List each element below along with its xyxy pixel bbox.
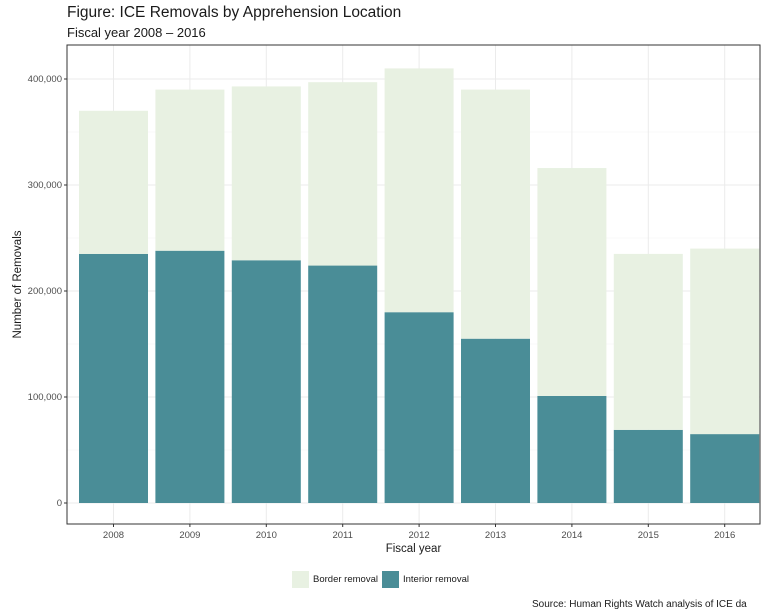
legend-item-interior: Interior removal (381, 571, 469, 588)
bar-border-2012 (384, 68, 454, 313)
legend-label-interior: Interior removal (402, 574, 469, 585)
x-axis: 2008 2009 2010 2011 2012 2013 2014 2015 2016 (103, 524, 735, 541)
y-axis-title: Number of Removals (12, 230, 24, 338)
y-tick-label: 200,000 (28, 286, 62, 297)
legend-label-border: Border removal (313, 574, 378, 585)
bar-border-2011 (308, 82, 378, 266)
chart-subtitle: Fiscal year 2008 – 2016 (67, 25, 206, 40)
y-tick-label: 400,000 (28, 74, 62, 85)
bar-interior-2013 (461, 338, 530, 503)
bar-interior-2014 (537, 395, 607, 503)
legend-swatch-interior (381, 571, 399, 588)
bar-interior-2008 (79, 253, 148, 503)
bar-interior-2009 (155, 250, 225, 503)
bar-interior-2012 (384, 312, 454, 503)
legend-swatch-border (292, 571, 310, 588)
y-tick-label: 100,000 (28, 392, 62, 403)
chart-title: Figure: ICE Removals by Apprehension Loc… (67, 4, 402, 21)
bar-border-2016 (690, 248, 760, 435)
bars (79, 68, 760, 503)
bar-border-2015 (613, 253, 683, 430)
x-tick-label: 2010 (256, 530, 277, 541)
x-tick-label: 2009 (179, 530, 200, 541)
legend-item-border: Border removal (292, 571, 378, 588)
plot-panel-border (66, 44, 761, 525)
bar-interior-2016 (690, 434, 760, 503)
y-tick-label: 0 (57, 498, 62, 509)
x-tick-label: 2015 (638, 530, 659, 541)
x-axis-title: Fiscal year (386, 543, 442, 555)
bar-border-2008 (79, 110, 148, 254)
bar-interior-2010 (231, 260, 301, 503)
x-tick-label: 2008 (103, 530, 124, 541)
x-tick-label: 2011 (332, 530, 352, 541)
bar-border-2010 (231, 86, 301, 261)
legend: Border removal Interior removal (0, 571, 761, 588)
bar-border-2009 (155, 89, 225, 251)
x-tick-label: 2014 (561, 530, 582, 541)
y-tick-label: 300,000 (28, 180, 62, 191)
x-tick-label: 2013 (485, 530, 506, 541)
source-caption: Source: Human Rights Watch analysis of I… (532, 599, 747, 610)
bar-border-2013 (461, 89, 530, 339)
x-tick-label: 2012 (409, 530, 430, 541)
bar-border-2014 (537, 168, 607, 396)
bar-interior-2011 (308, 265, 378, 503)
bar-interior-2015 (613, 429, 683, 503)
y-axis: 0 100,000 200,000 300,000 400,000 (28, 74, 67, 509)
x-tick-label: 2016 (714, 530, 735, 541)
